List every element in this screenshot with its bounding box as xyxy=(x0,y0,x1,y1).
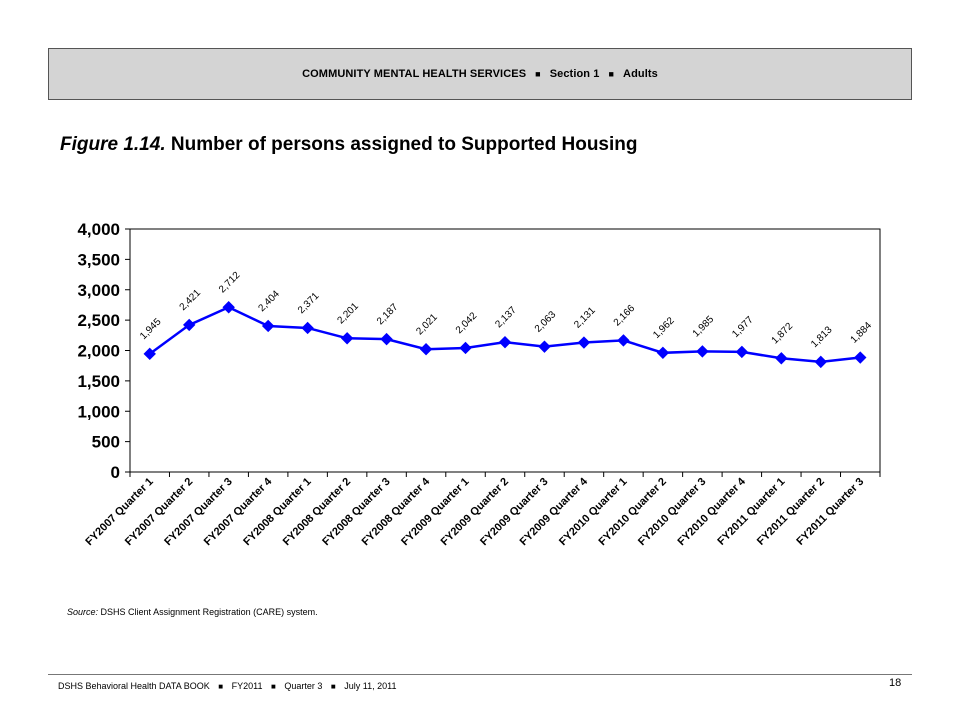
footer-separator: ■ xyxy=(330,682,336,691)
data-label: 1,813 xyxy=(809,324,835,350)
source-label: Source: xyxy=(67,607,99,617)
data-point-marker xyxy=(735,345,749,359)
header-topic: Adults xyxy=(623,68,658,80)
data-point-marker xyxy=(775,352,788,365)
x-tick-label: FY2008 Quarter 2 xyxy=(281,476,353,548)
data-point-marker xyxy=(696,345,709,358)
series-supported-housing xyxy=(143,301,867,369)
y-tick-label: 1,500 xyxy=(77,372,120,391)
data-label: 1,945 xyxy=(138,316,164,342)
data-label: 1,985 xyxy=(691,314,717,340)
x-tick-label: FY2011 Quarter 3 xyxy=(794,476,866,548)
data-point-marker xyxy=(340,332,354,345)
x-tick-label: FY2011 Quarter 1 xyxy=(715,476,787,548)
x-tick-label: FY2007 Quarter 4 xyxy=(202,475,275,548)
x-tick-label: FY2008 Quarter 1 xyxy=(241,476,313,548)
header-section: Section 1 xyxy=(549,68,600,80)
footer-separator: ■ xyxy=(270,682,276,691)
x-tick-label: FY2010 Quarter 1 xyxy=(557,476,629,548)
footer-date: July 11, 2011 xyxy=(344,681,397,691)
header-separator: ■ xyxy=(535,69,541,79)
data-label: 1,962 xyxy=(651,315,677,341)
data-label: 2,201 xyxy=(335,301,361,327)
footer: DSHS Behavioral Health DATA BOOK ■ FY201… xyxy=(58,681,396,691)
y-axis: 0 500 1,000 1,500 2,000 2,500 3,000 3,500 4,000 xyxy=(77,220,130,482)
data-point-marker xyxy=(538,340,551,353)
x-tick-label: FY2010 Quarter 4 xyxy=(675,475,748,548)
source-note: Source: DSHS Client Assignment Registrat… xyxy=(67,607,318,617)
data-label: 2,421 xyxy=(178,287,204,313)
x-tick-label: FY2007 Quarter 1 xyxy=(83,476,155,548)
data-point-marker xyxy=(854,351,867,364)
x-tick-label: FY2008 Quarter 4 xyxy=(360,475,433,548)
y-tick-label: 2,000 xyxy=(77,342,120,361)
y-tick-label: 4,000 xyxy=(77,220,120,239)
x-tick-label: FY2009 Quarter 2 xyxy=(439,476,511,548)
y-tick-label: 1,000 xyxy=(77,402,120,421)
data-label: 2,371 xyxy=(296,290,322,316)
data-label: 2,166 xyxy=(612,303,638,329)
data-point-marker xyxy=(143,347,156,361)
data-label: 2,063 xyxy=(533,309,559,335)
x-tick-label: FY2011 Quarter 2 xyxy=(755,476,827,548)
data-point-marker xyxy=(498,335,512,349)
data-point-marker xyxy=(419,343,433,356)
data-point-marker xyxy=(261,319,275,333)
figure-title: Figure 1.14. Number of persons assigned … xyxy=(60,134,637,156)
data-label: 1,884 xyxy=(849,320,875,346)
header-separator: ■ xyxy=(608,69,615,79)
x-tick-label: FY2008 Quarter 3 xyxy=(320,476,392,548)
footer-book: DSHS Behavioral Health DATA BOOK xyxy=(58,681,210,691)
figure-number: Figure 1.14. xyxy=(60,134,166,155)
data-label: 2,712 xyxy=(217,270,243,296)
data-label: 2,042 xyxy=(454,310,480,336)
data-point-marker xyxy=(459,341,472,355)
data-label: 1,977 xyxy=(730,314,756,340)
x-tick-label: FY2007 Quarter 3 xyxy=(162,476,234,548)
data-label: 2,021 xyxy=(414,312,440,338)
y-tick-label: 0 xyxy=(111,463,120,482)
data-point-marker xyxy=(222,301,235,314)
data-label: 1,872 xyxy=(770,321,796,347)
data-point-marker xyxy=(380,332,393,346)
data-point-marker xyxy=(183,318,196,332)
x-tick-label: FY2010 Quarter 2 xyxy=(597,476,669,548)
x-tick-label: FY2007 Quarter 2 xyxy=(123,476,195,548)
data-point-marker xyxy=(577,336,591,349)
plot-area xyxy=(129,228,881,473)
section-header-banner: COMMUNITY MENTAL HEALTH SERVICES ■ Secti… xyxy=(48,48,912,100)
page-number: 18 xyxy=(889,677,902,689)
footer-divider xyxy=(48,674,912,675)
y-tick-label: 500 xyxy=(92,433,120,452)
x-tick-label: FY2009 Quarter 3 xyxy=(478,476,550,548)
y-tick-label: 3,500 xyxy=(77,250,120,269)
footer-separator: ■ xyxy=(218,682,224,691)
data-point-marker xyxy=(617,334,630,347)
footer-fiscal-year: FY2011 xyxy=(231,681,263,691)
data-point-marker xyxy=(301,321,314,335)
y-tick-label: 3,000 xyxy=(77,281,120,300)
line-chart: 05001,0001,5002,0002,5003,0003,5004,000 … xyxy=(77,220,881,548)
data-point-marker xyxy=(656,346,670,360)
data-label: 2,187 xyxy=(375,301,401,327)
figure-title-text: Number of persons assigned to Supported … xyxy=(170,134,638,155)
y-tick-label: 2,500 xyxy=(77,311,120,330)
x-tick-label: FY2009 Quarter 1 xyxy=(399,476,471,548)
x-tick-label: FY2010 Quarter 3 xyxy=(636,476,708,548)
source-text: DSHS Client Assignment Registration (CAR… xyxy=(100,607,318,617)
data-label: 2,137 xyxy=(493,305,519,331)
x-tick-label: FY2009 Quarter 4 xyxy=(518,475,591,548)
header-title: COMMUNITY MENTAL HEALTH SERVICES xyxy=(302,68,527,80)
data-label: 2,131 xyxy=(572,305,598,331)
data-point-marker xyxy=(814,355,827,369)
footer-quarter: Quarter 3 xyxy=(284,681,323,691)
data-label: 2,404 xyxy=(257,288,283,314)
